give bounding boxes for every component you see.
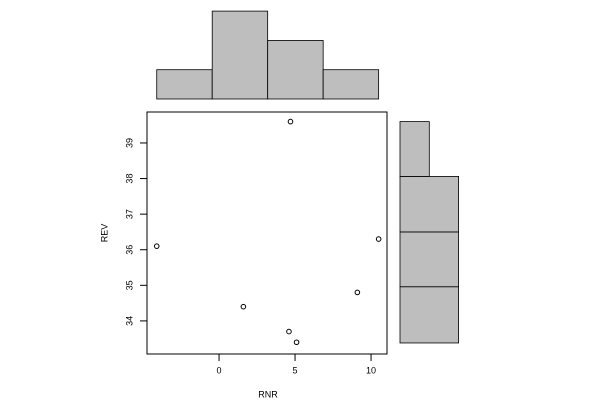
- y-tick-label: 34: [124, 316, 134, 326]
- point: [293, 339, 300, 346]
- y-tick-label: 38: [124, 174, 134, 184]
- x-histogram-bar: [267, 40, 324, 100]
- x-tick-label: 5: [293, 365, 298, 375]
- x-histogram-bar: [211, 10, 269, 100]
- y-tick-label: 37: [124, 209, 134, 219]
- y-tick-label: 35: [124, 280, 134, 290]
- point: [375, 236, 382, 242]
- point: [153, 243, 160, 249]
- y-histogram-bar: [399, 231, 459, 288]
- y-tick-label: 36: [124, 245, 134, 255]
- x-axis-label: RNR: [258, 389, 278, 399]
- y-tick-label: 39: [124, 138, 134, 148]
- y-histogram-bar: [399, 176, 459, 233]
- plot-frame: [146, 111, 388, 355]
- point: [354, 289, 361, 296]
- point: [240, 303, 247, 310]
- x-histogram-bar: [322, 69, 380, 100]
- point: [287, 118, 294, 125]
- point: [286, 328, 292, 335]
- y-histogram-bar: [399, 286, 459, 344]
- x-tick-label: 0: [217, 365, 222, 375]
- x-tick-label: 10: [366, 365, 376, 375]
- y-histogram-bar: [399, 121, 430, 177]
- y-axis-label: REV: [99, 224, 109, 243]
- x-histogram-bar: [156, 69, 213, 100]
